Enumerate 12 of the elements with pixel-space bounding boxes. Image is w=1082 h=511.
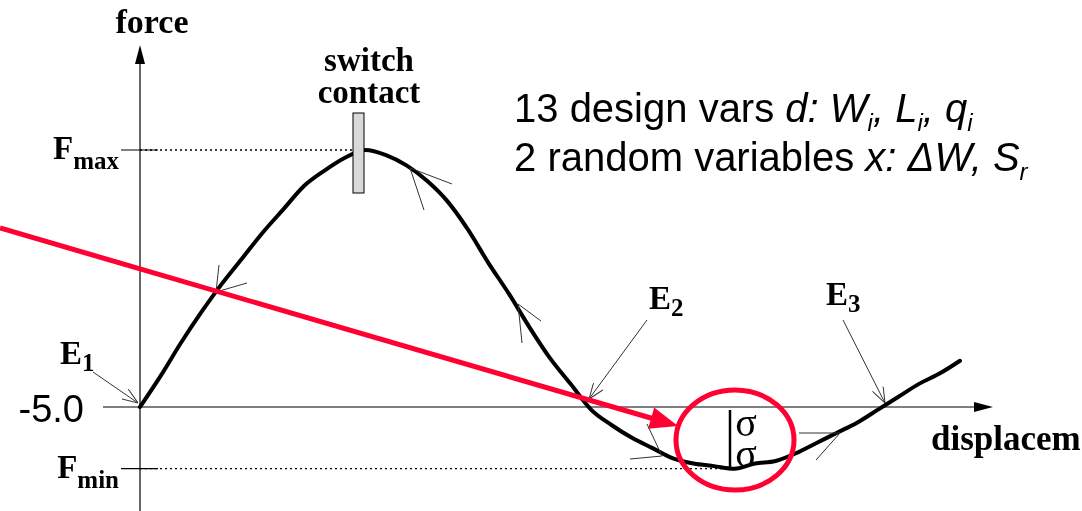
text: E$_{1}$: [60, 335, 95, 376]
ref-line-label: F$_{max}$: [53, 130, 120, 174]
annotation: σσ: [723, 400, 769, 467]
annotation: switch contact: [317, 42, 421, 110]
annotation: E$_{3}$: [826, 276, 861, 317]
ref-line-label: F$_{min}$: [57, 448, 120, 493]
text: 13 design vars d: W$_{i}$, L$_{i}$, q$_{i}$: [514, 86, 973, 136]
x-axis-title: displacem: [931, 419, 1081, 458]
y-axis-title: force: [115, 3, 189, 40]
text: -5.0: [18, 388, 84, 430]
annotation: E$_{2}$: [649, 280, 684, 321]
annotation: 2 random variables x: ΔW, S$_{r}$: [514, 135, 1029, 185]
